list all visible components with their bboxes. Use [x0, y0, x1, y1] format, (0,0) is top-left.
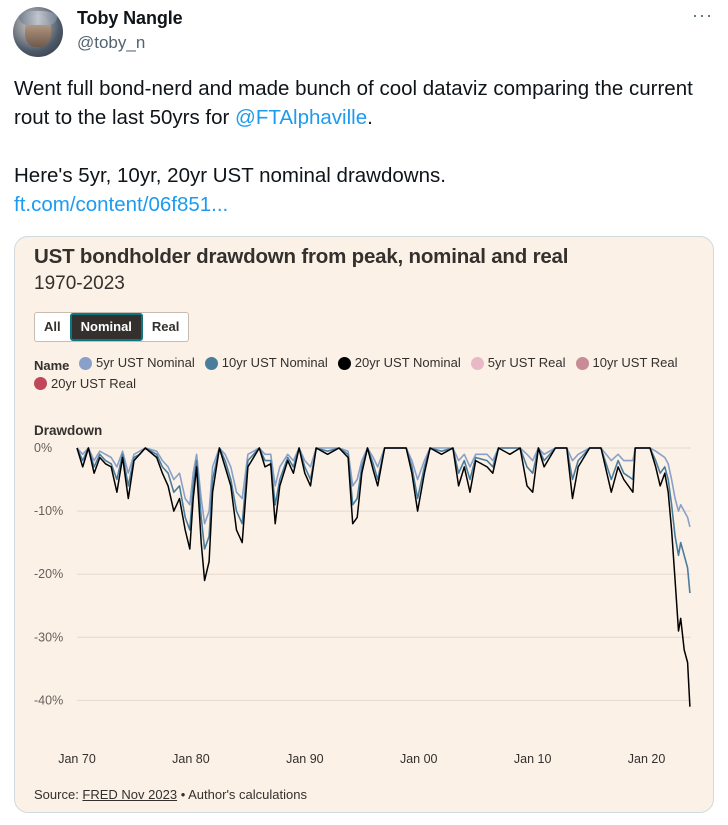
- x-tick-label: Jan 20: [628, 752, 666, 766]
- legend-item-0[interactable]: 5yr UST Nominal: [79, 354, 195, 372]
- legend-item-3[interactable]: 5yr UST Real: [470, 354, 566, 372]
- tweet-text-line2: Here's 5yr, 10yr, 20yr UST nominal drawd…: [14, 164, 446, 187]
- legend-item-4[interactable]: 10yr UST Real: [575, 354, 678, 372]
- legend-label: 10yr UST Real: [592, 355, 678, 370]
- legend-dot-icon: [575, 356, 589, 370]
- series-line-5yr-ust-nominal[interactable]: [76, 447, 691, 528]
- legend-dot-icon: [470, 356, 484, 370]
- drawdown-line-chart: 0% -10% -20% -30% -40% Jan 70 Jan 80 Jan 90 Jan …: [34, 441, 691, 766]
- series-line-20yr-ust-nominal[interactable]: [76, 447, 691, 707]
- y-tick-label: 0%: [34, 441, 52, 455]
- user-handle[interactable]: @toby_n: [77, 33, 146, 52]
- legend-label: 5yr UST Nominal: [96, 355, 195, 370]
- y-tick-label: -20%: [34, 567, 63, 581]
- view-toggle: All Nominal Real: [34, 312, 190, 342]
- tweet-text-period: .: [367, 106, 373, 129]
- nominal-button[interactable]: Nominal: [69, 313, 143, 341]
- x-tick-label: Jan 10: [514, 752, 552, 766]
- legend-dot-icon: [79, 356, 93, 370]
- legend-item-5[interactable]: 20yr UST Real: [34, 375, 136, 393]
- chart-subtitle: 1970-2023: [34, 273, 125, 294]
- legend-label: 5yr UST Real: [487, 355, 566, 370]
- tweet-text-line1: Went full bond-nerd and made bunch of co…: [14, 77, 693, 129]
- y-axis-title: Drawdown: [34, 423, 103, 438]
- source-link[interactable]: FRED Nov 2023: [82, 787, 178, 802]
- x-tick-label: Jan 90: [286, 752, 324, 766]
- chart-card[interactable]: UST bondholder drawdown from peak, nomin…: [14, 236, 714, 813]
- y-tick-label: -30%: [34, 630, 63, 644]
- legend-label: 20yr UST Nominal: [354, 355, 461, 370]
- x-tick-label: Jan 00: [400, 752, 438, 766]
- more-options-icon[interactable]: ···: [692, 5, 713, 25]
- display-name[interactable]: Toby Nangle: [77, 8, 183, 28]
- chart-legend: Name 5yr UST Nominal 10yr UST Nominal 20yr…: [34, 354, 694, 395]
- source-label: Source:: [34, 787, 83, 802]
- y-tick-label: -40%: [34, 693, 63, 707]
- legend-dot-icon: [337, 356, 351, 370]
- real-button[interactable]: Real: [151, 319, 180, 334]
- source-rest: • Author's calculations: [177, 787, 307, 802]
- legend-dot-icon: [204, 356, 218, 370]
- article-link[interactable]: ft.com/content/06f851...: [14, 193, 229, 216]
- tweet-text: Went full bond-nerd and made bunch of co…: [14, 74, 714, 219]
- avatar[interactable]: [13, 7, 63, 57]
- y-tick-label: -10%: [34, 504, 63, 518]
- legend-dot-icon: [34, 377, 47, 390]
- legend-label: 10yr UST Nominal: [221, 355, 328, 370]
- all-button[interactable]: All: [44, 319, 61, 334]
- chart-title: UST bondholder drawdown from peak, nomin…: [34, 245, 569, 268]
- legend-item-2[interactable]: 20yr UST Nominal: [337, 354, 461, 372]
- mention-link[interactable]: @FTAlphaville: [235, 106, 368, 129]
- legend-title: Name: [34, 357, 70, 373]
- x-tick-label: Jan 80: [172, 752, 210, 766]
- legend-item-1[interactable]: 10yr UST Nominal: [204, 354, 328, 372]
- x-tick-label: Jan 70: [58, 752, 96, 766]
- legend-label: 20yr UST Real: [51, 375, 137, 391]
- source-note: Source: FRED Nov 2023 • Author's calcula…: [34, 787, 307, 802]
